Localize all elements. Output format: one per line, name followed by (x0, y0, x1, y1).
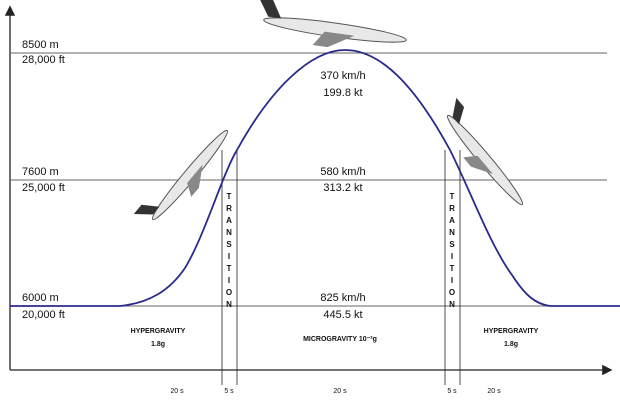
duration: 20 s (487, 388, 501, 395)
transition-label: TRANSITION (448, 192, 457, 312)
plane-icon (253, 0, 409, 58)
phase-g: 1.8g (151, 341, 165, 348)
speed-kt: 313.2 kt (323, 182, 362, 194)
speed-kmh: 580 km/h (320, 166, 365, 178)
speed-kt: 199.8 kt (323, 87, 362, 99)
speed-kt: 445.5 kt (323, 309, 362, 321)
altitude-m: 6000 m (22, 292, 59, 304)
phase-name: HYPERGRAVITY (131, 328, 186, 335)
altitude-ft: 20,000 ft (22, 309, 65, 321)
flight-path (10, 50, 620, 306)
speed-kmh: 370 km/h (320, 70, 365, 82)
duration: 20 s (170, 388, 184, 395)
phase-name: MICROGRAVITY 10⁻²g (303, 336, 377, 343)
phase-g: 1.8g (504, 341, 518, 348)
speed-kmh: 825 km/h (320, 292, 365, 304)
altitude-ft: 25,000 ft (22, 182, 65, 194)
phase-name: HYPERGRAVITY (484, 328, 539, 335)
altitude-m: 7600 m (22, 166, 59, 178)
transition-label: TRANSITION (225, 192, 234, 312)
duration: 5 s (447, 388, 457, 395)
diagram: 8500 m 28,000 ft 7600 m 25,000 ft 6000 m… (0, 0, 620, 401)
plane-icon (134, 119, 239, 235)
altitude-ft: 28,000 ft (22, 54, 65, 66)
duration: 5 s (224, 388, 234, 395)
duration: 20 s (333, 388, 347, 395)
altitude-m: 8500 m (22, 39, 59, 51)
